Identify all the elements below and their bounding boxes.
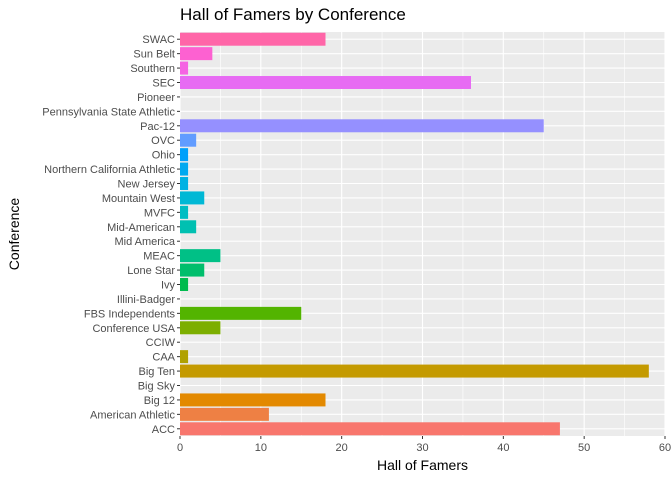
- y-tick-label: Mid-American: [107, 222, 175, 234]
- bar: [180, 205, 189, 219]
- chart-title: Hall of Famers by Conference: [180, 5, 406, 24]
- x-tick-label: 30: [416, 442, 428, 454]
- y-tick-label: Big Sky: [138, 381, 176, 393]
- bar: [180, 263, 205, 277]
- y-tick-label: CAA: [152, 352, 175, 364]
- y-axis-ticks: ACC American Athletic Big 12 Big Sky Big Ten…: [42, 34, 180, 436]
- y-tick-label: SEC: [152, 78, 175, 90]
- y-tick-label: Illini-Badger: [117, 294, 175, 306]
- x-tick-label: 50: [578, 442, 590, 454]
- y-tick-label: Mountain West: [102, 193, 175, 205]
- bar: [180, 177, 189, 190]
- x-tick-label: 60: [659, 442, 671, 454]
- y-tick-label: Big 12: [144, 395, 175, 407]
- bar: [180, 32, 326, 46]
- y-tick-label: CCIW: [146, 337, 176, 349]
- y-tick-label: Pac-12: [140, 121, 175, 133]
- y-tick-label: Sun Belt: [133, 49, 175, 61]
- y-tick-label: ACC: [152, 424, 175, 436]
- y-tick-label: Ohio: [152, 150, 175, 162]
- y-tick-label: New Jersey: [118, 179, 176, 191]
- bar: [180, 306, 302, 320]
- x-tick-label: 10: [255, 442, 267, 454]
- y-tick-label: Southern: [130, 63, 175, 75]
- x-tick-label: 40: [497, 442, 509, 454]
- bar: [180, 249, 221, 263]
- y-tick-label: SWAC: [142, 34, 175, 46]
- y-tick-label: MEAC: [143, 251, 175, 263]
- x-axis-ticks: 0 10 20 30 40 50 60: [177, 436, 671, 454]
- y-tick-label: Conference USA: [92, 323, 175, 335]
- y-tick-label: FBS Independents: [84, 308, 176, 320]
- bar: [180, 220, 197, 234]
- x-tick-label: 0: [177, 442, 183, 454]
- bar: [180, 422, 560, 436]
- bar: [180, 407, 269, 421]
- bar: [180, 119, 544, 133]
- y-tick-label: Lone Star: [127, 265, 175, 277]
- bar: [180, 47, 213, 61]
- bar: [180, 76, 471, 89]
- y-tick-label: Mid America: [114, 236, 175, 248]
- bar: [180, 133, 197, 147]
- y-tick-label: OVC: [151, 135, 175, 147]
- y-tick-label: Northern California Athletic: [44, 164, 175, 176]
- bar: [180, 278, 189, 291]
- y-tick-label: Pennsylvania State Athletic: [42, 106, 175, 118]
- y-tick-label: American Athletic: [90, 409, 175, 421]
- bars: [180, 32, 649, 436]
- x-axis-title: Hall of Famers: [377, 457, 468, 473]
- bar: [180, 162, 189, 176]
- y-tick-label: MVFC: [144, 207, 175, 219]
- bar: [180, 364, 649, 378]
- bar: [180, 61, 189, 75]
- bar: [180, 350, 189, 364]
- y-tick-label: Big Ten: [139, 366, 176, 378]
- bar: [180, 321, 221, 335]
- x-tick-label: 20: [336, 442, 348, 454]
- y-tick-label: Pioneer: [137, 92, 175, 104]
- bar: [180, 148, 189, 162]
- y-axis-title: Conference: [6, 198, 22, 271]
- bar: [180, 393, 326, 407]
- y-tick-label: Ivy: [161, 280, 176, 292]
- bar: [180, 191, 205, 205]
